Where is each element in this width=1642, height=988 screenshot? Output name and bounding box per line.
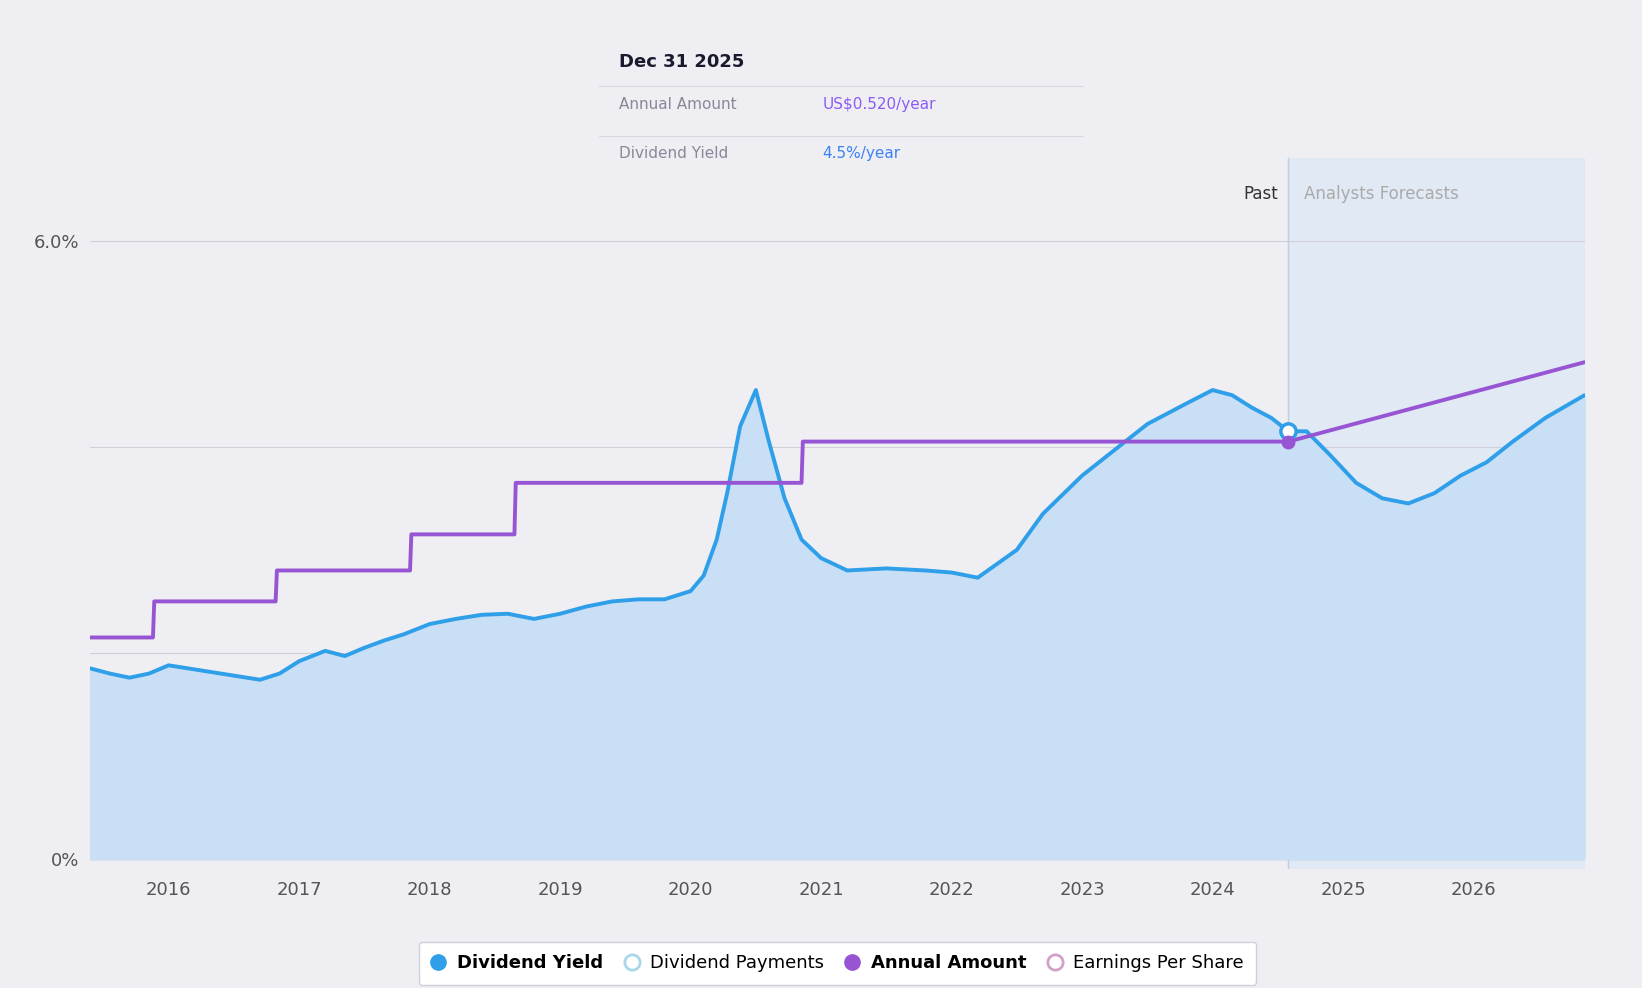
- Bar: [1289, 158, 1585, 869]
- Text: Past: Past: [1243, 185, 1277, 204]
- Text: Dividend Yield: Dividend Yield: [619, 146, 727, 161]
- Legend: Dividend Yield, Dividend Payments, Annual Amount, Earnings Per Share: Dividend Yield, Dividend Payments, Annua…: [419, 942, 1256, 985]
- Text: Dec 31 2025: Dec 31 2025: [619, 53, 744, 71]
- Text: 4.5%/year: 4.5%/year: [823, 146, 900, 161]
- Text: Analysts Forecasts: Analysts Forecasts: [1304, 185, 1458, 204]
- Text: US$0.520/year: US$0.520/year: [823, 97, 936, 112]
- Text: Annual Amount: Annual Amount: [619, 97, 736, 112]
